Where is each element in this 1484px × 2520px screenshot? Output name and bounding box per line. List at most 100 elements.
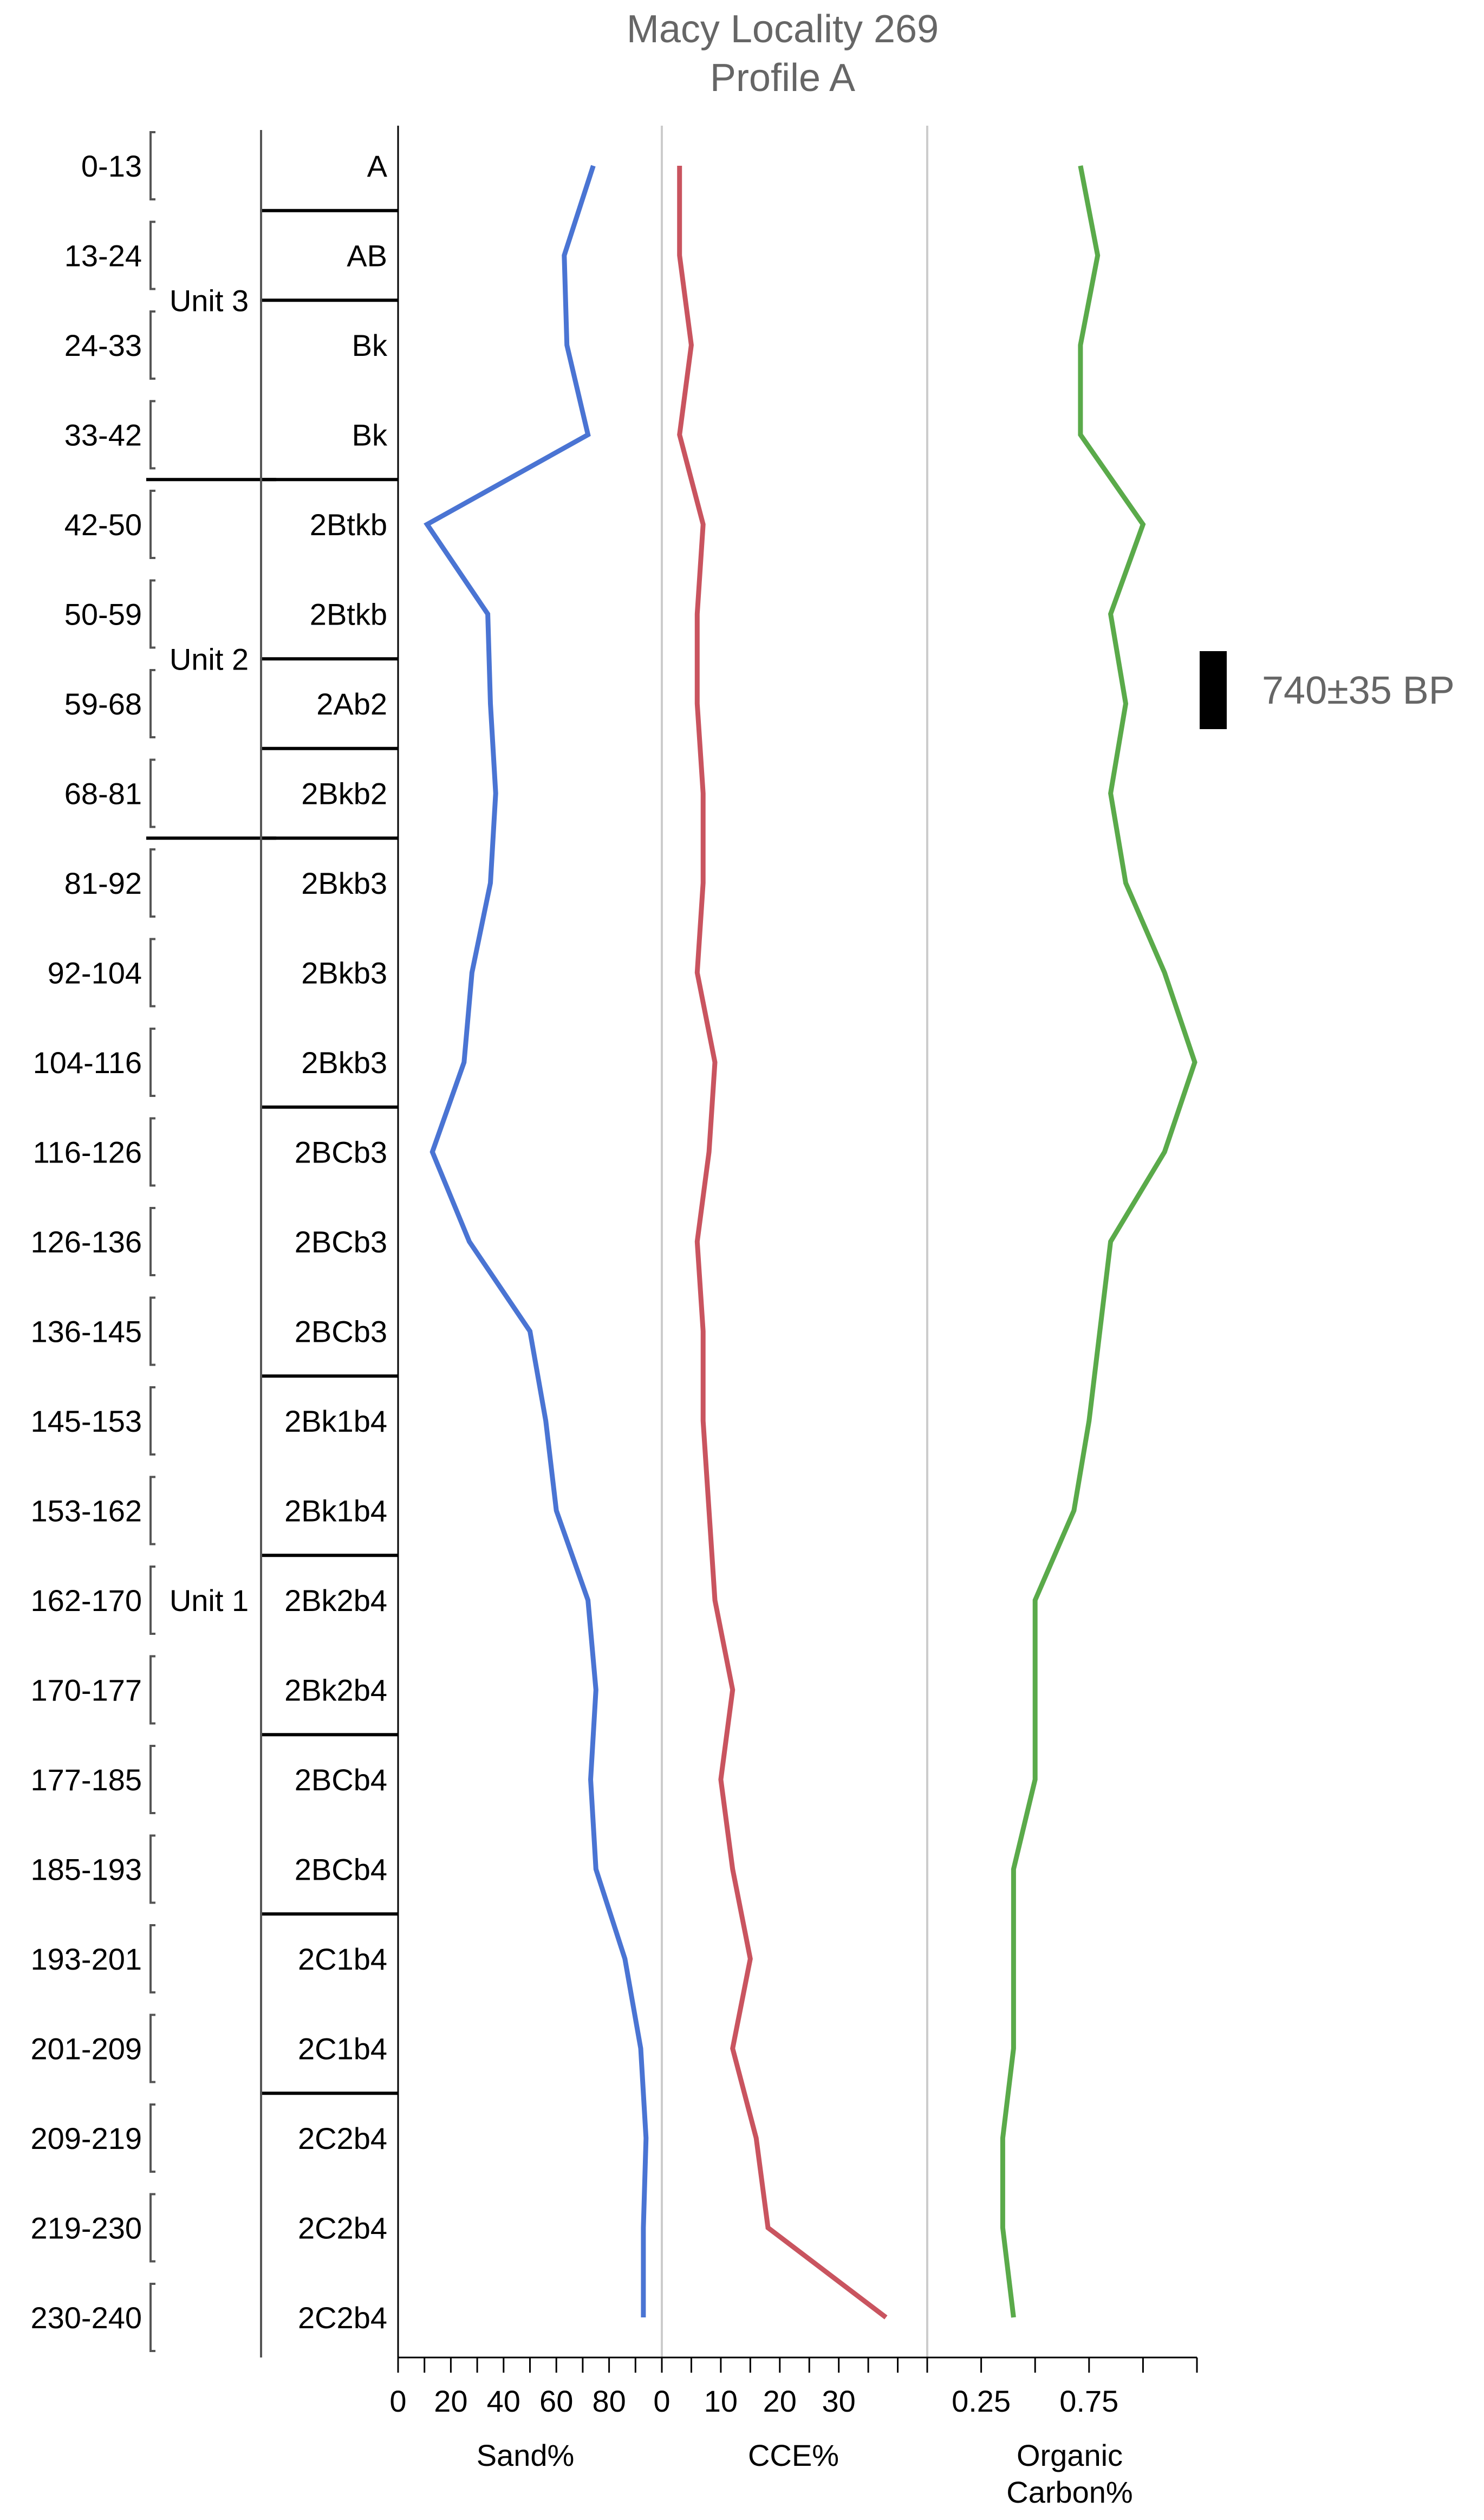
depth-label: 59-68	[64, 687, 142, 721]
depth-label: 104-116	[33, 1045, 142, 1080]
depth-label: 24-33	[64, 328, 142, 362]
horizon-label: 2Btkb	[310, 597, 387, 632]
horizon-label: 2BCb3	[295, 1225, 387, 1259]
x-axis-title: Sand%	[477, 2438, 575, 2472]
depth-label: 0-13	[81, 149, 142, 183]
gridlines	[397, 126, 928, 2357]
depth-label: 193-201	[30, 1942, 142, 1976]
depth-row-bracket	[149, 669, 155, 738]
x-axis-title: Organic	[1017, 2438, 1123, 2472]
depth-row-bracket	[149, 1207, 155, 1276]
depth-label: 116-126	[33, 1135, 142, 1170]
depth-label: 201-209	[30, 2032, 142, 2066]
series-line	[1000, 165, 1197, 2318]
date-label: 740±35 BP	[1262, 669, 1455, 712]
annotations: 740±35 BP	[1200, 651, 1455, 729]
depth-row-bracket	[149, 1655, 155, 1725]
depth-row-bracket	[149, 400, 155, 470]
depth-row-bracket	[149, 1924, 155, 1993]
depth-label: 153-162	[30, 1494, 142, 1528]
horizon-label: 2C1b4	[298, 2032, 387, 2066]
depth-label: 13-24	[64, 239, 142, 273]
depth-row-bracket	[149, 131, 155, 200]
x-tick-label: 80	[592, 2384, 626, 2418]
x-tick-label: 40	[487, 2384, 520, 2418]
horizon-label: 2Bk2b4	[284, 1673, 387, 1707]
depth-row-bracket	[149, 490, 155, 559]
depth-label: 81-92	[64, 866, 142, 900]
depth-row-bracket	[149, 579, 155, 649]
depth-row-bracket	[149, 2103, 155, 2173]
chart-title: Macy Locality 269	[627, 8, 939, 51]
depth-row-bracket	[149, 1834, 155, 1904]
depth-row-bracket	[149, 1028, 155, 1097]
depth-row-bracket	[149, 1745, 155, 1814]
x-tick-label: 0.25	[952, 2384, 1011, 2418]
x-tick-label: 0	[389, 2384, 406, 2418]
horizon-label: 2BCb4	[295, 1853, 387, 1887]
depth-label: 50-59	[64, 597, 142, 632]
depth-row-bracket	[149, 2283, 155, 2352]
depth-row-bracket	[149, 310, 155, 380]
horizon-label: AB	[347, 239, 387, 273]
depth-row-bracket	[149, 1476, 155, 1545]
unit-brackets: Unit 3 Unit 2 Unit 1	[146, 130, 276, 2357]
horizon-label: A	[367, 149, 388, 183]
depth-row-bracket	[149, 758, 155, 828]
depth-label: 209-219	[30, 2121, 142, 2155]
unit-label: Unit 2	[170, 642, 249, 676]
horizon-label: 2C2b4	[298, 2121, 387, 2155]
depth-row-bracket	[149, 1386, 155, 1456]
depth-row-bracket	[149, 2014, 155, 2083]
depth-label: 219-230	[30, 2211, 142, 2245]
horizon-label: 2Bkb3	[301, 1045, 387, 1080]
horizon-label: 2Btkb	[310, 508, 387, 542]
depth-label: 145-153	[30, 1404, 142, 1438]
horizon-label: 2Bkb3	[301, 956, 387, 990]
horizon-label: 2C2b4	[298, 2211, 387, 2245]
depth-label: 185-193	[30, 1853, 142, 1887]
series-lines	[424, 165, 1197, 2320]
x-tick-label: 10	[704, 2384, 738, 2418]
depth-label: 42-50	[64, 508, 142, 542]
x-axis: 0 20 40 60 80 Sand% 0 10 20 30 CCE% 0.25 0.75 Organic…	[389, 2356, 1198, 2509]
horizon-label: 2C2b4	[298, 2301, 387, 2335]
horizon-panel: A AB Bk Bk 2Btkb 2Btkb 2Ab2 2Bkb2 2Bkb3 2Bkb3 2Bkb…	[262, 149, 398, 2335]
series-line	[424, 165, 649, 2317]
horizon-label: 2Bk1b4	[284, 1494, 387, 1528]
x-tick-label: 30	[822, 2384, 856, 2418]
depth-row-bracket	[149, 1566, 155, 1635]
x-tick-label: 20	[763, 2384, 797, 2418]
x-tick-label: 20	[434, 2384, 467, 2418]
series-line	[677, 166, 888, 2320]
depth-label: 33-42	[64, 418, 142, 452]
x-axis-title: CCE%	[748, 2438, 839, 2472]
horizon-label: Bk	[352, 328, 388, 362]
depth-label: 68-81	[64, 777, 142, 811]
depth-label: 177-185	[30, 1763, 142, 1797]
depth-row-bracket	[149, 848, 155, 918]
depth-row-bracket	[149, 938, 155, 1008]
depth-row-bracket	[149, 1296, 155, 1366]
horizon-label: Bk	[352, 418, 388, 452]
horizon-label: 2C1b4	[298, 1942, 387, 1976]
depth-label: 170-177	[30, 1673, 142, 1707]
horizon-label: 2Bkb3	[301, 866, 387, 900]
depth-label: 230-240	[30, 2301, 142, 2335]
depth-row-bracket	[149, 220, 155, 290]
depth-label: 136-145	[30, 1315, 142, 1349]
date-marker	[1200, 651, 1227, 729]
x-tick-label: 0	[653, 2384, 670, 2418]
depth-row-bracket	[149, 1117, 155, 1187]
horizon-label: 2Ab2	[316, 687, 387, 721]
horizon-label: 2BCb4	[295, 1763, 387, 1797]
unit-label: Unit 3	[170, 283, 249, 317]
depth-row-bracket	[149, 2193, 155, 2263]
x-axis-title: Carbon%	[1006, 2475, 1132, 2509]
depth-labels: 0-13 13-24 24-33 33-42 42-50 50-59 59-68 68-81 8…	[30, 149, 142, 2335]
horizon-label: 2Bkb2	[301, 777, 387, 811]
horizon-label: 2Bk1b4	[284, 1404, 387, 1438]
horizon-label: 2Bk2b4	[284, 1583, 387, 1618]
depth-label: 162-170	[30, 1583, 142, 1618]
